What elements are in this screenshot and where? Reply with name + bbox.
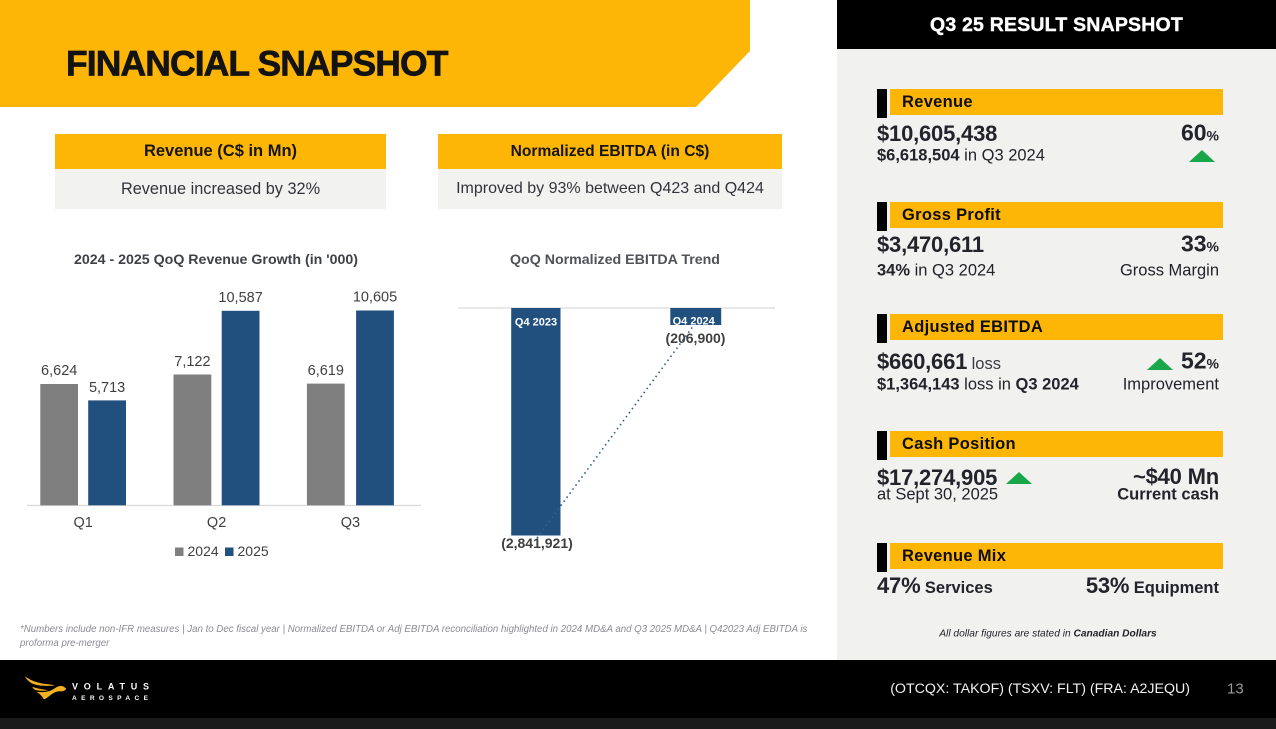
svg-text:6,624: 6,624	[41, 363, 77, 379]
svg-text:AEROSPACE: AEROSPACE	[72, 695, 149, 702]
svg-text:QoQ Normalized EBITDA Trend: QoQ Normalized EBITDA Trend	[510, 252, 720, 268]
svg-text:Q1: Q1	[74, 515, 93, 531]
svg-text:Q2: Q2	[207, 515, 226, 531]
svg-text:VOLATUS: VOLATUS	[72, 682, 149, 692]
svg-text:Q4 2023: Q4 2023	[515, 317, 557, 329]
svg-text:7,122: 7,122	[174, 354, 210, 370]
svg-text:2024 - 2025 QoQ Revenue Growth: 2024 - 2025 QoQ Revenue Growth (in '000)	[74, 252, 358, 268]
svg-text:2024: 2024	[188, 543, 219, 559]
svg-text:10,605: 10,605	[353, 290, 397, 306]
svg-text:Q4 2024: Q4 2024	[673, 316, 716, 328]
svg-text:Q3: Q3	[341, 515, 360, 531]
svg-text:5,713: 5,713	[89, 380, 125, 396]
svg-text:10,587: 10,587	[218, 290, 262, 306]
svg-text:(2,841,921): (2,841,921)	[501, 535, 573, 551]
svg-text:(206,900): (206,900)	[666, 330, 726, 346]
svg-text:6,619: 6,619	[308, 363, 344, 379]
svg-text:2025: 2025	[238, 543, 269, 559]
